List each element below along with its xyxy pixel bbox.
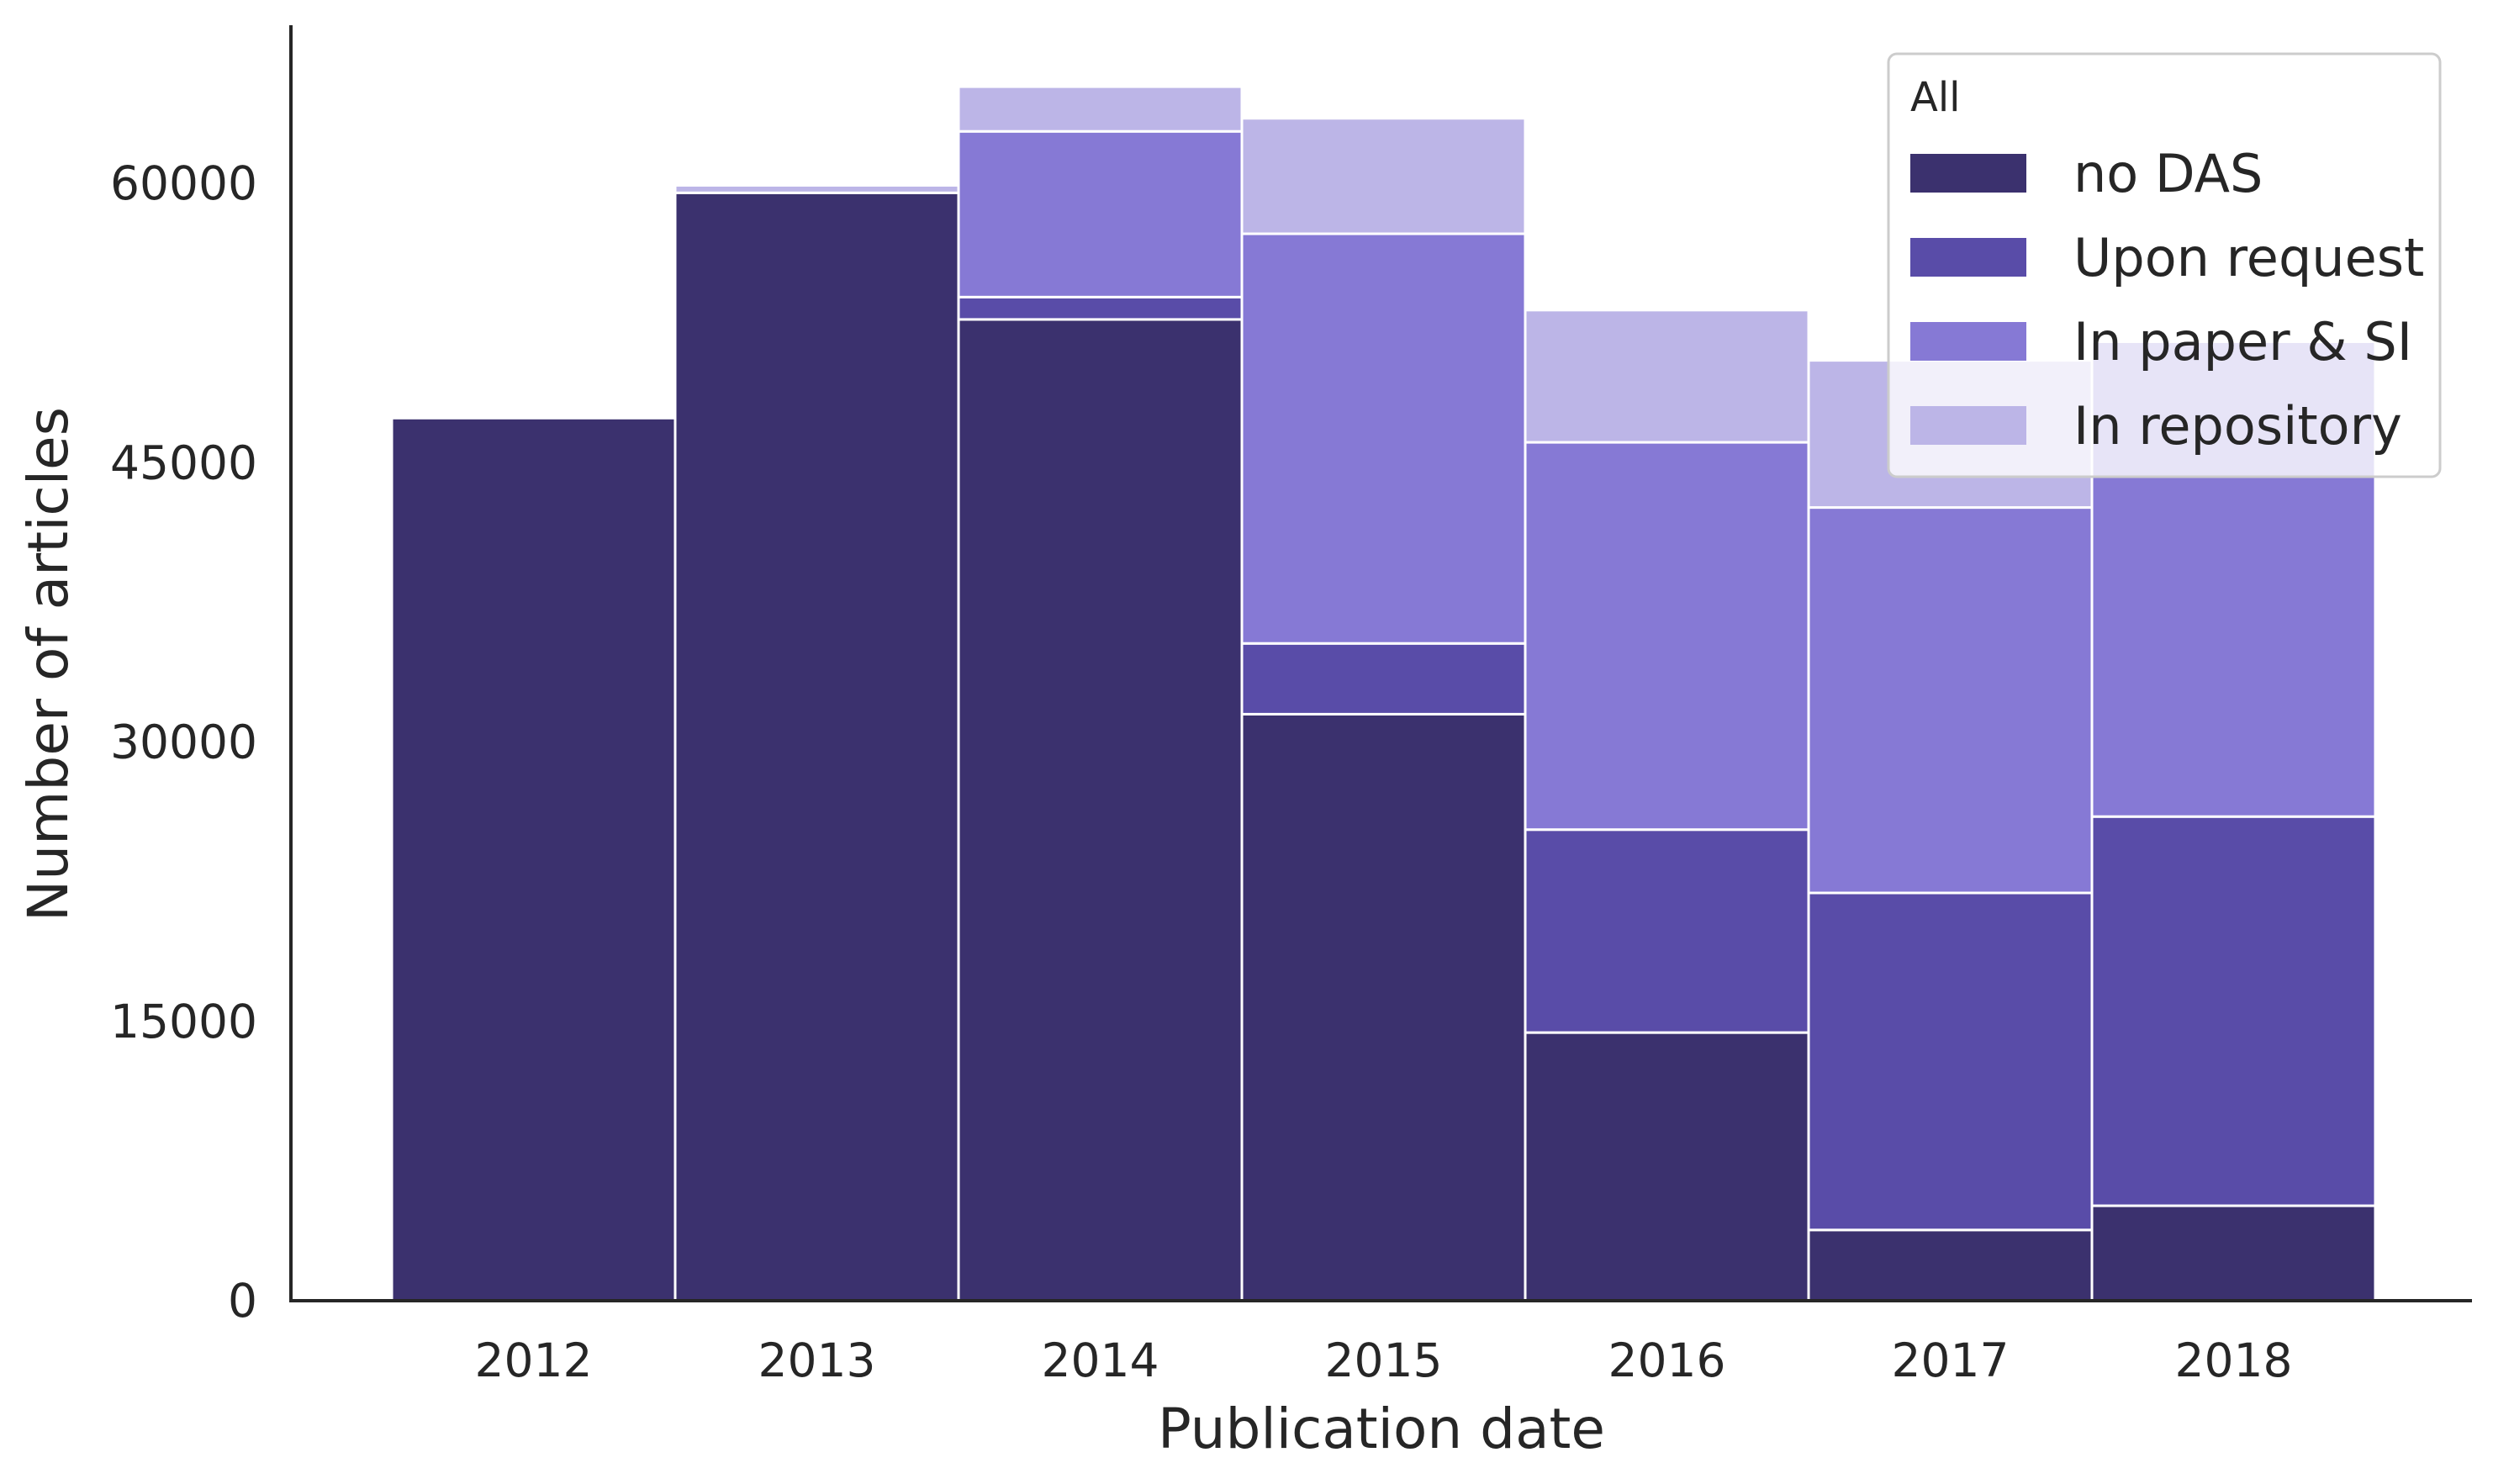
bar-2013-no-das bbox=[673, 191, 960, 1302]
x-tick-labels: 2012 2013 2014 2015 2016 2017 2018 bbox=[475, 1333, 2293, 1387]
y-tick-label: 30000 bbox=[110, 716, 257, 769]
x-tick-label: 2014 bbox=[1042, 1333, 1159, 1387]
bar-2015-in-paper-si bbox=[1240, 232, 1527, 645]
y-tick-label: 45000 bbox=[110, 436, 257, 489]
y-axis-label: Number of articles bbox=[16, 407, 81, 922]
bar-2016-no-das bbox=[1524, 1031, 1810, 1302]
bar-2017-no-das bbox=[1807, 1228, 2094, 1302]
bars-group bbox=[390, 85, 2377, 1302]
bar-2018-upon-request bbox=[2090, 815, 2377, 1207]
legend-label: no DAS bbox=[2073, 143, 2263, 204]
legend: All no DAS Upon request In paper & SI In re… bbox=[1887, 52, 2442, 478]
legend-swatch bbox=[1910, 322, 2026, 361]
axes-group bbox=[289, 25, 2472, 1302]
x-axis-label: Publication date bbox=[1158, 1397, 1605, 1461]
bar-2012-no-das bbox=[390, 416, 677, 1302]
bar-2016-upon-request bbox=[1524, 828, 1810, 1034]
x-tick-label: 2013 bbox=[758, 1333, 876, 1387]
bar-2018-no-das bbox=[2090, 1204, 2377, 1302]
legend-label: In repository bbox=[2073, 395, 2402, 457]
bar-2015-no-das bbox=[1240, 712, 1527, 1302]
legend-items: no DAS Upon request In paper & SI In reposi… bbox=[1910, 143, 2424, 457]
bar-2017-upon-request bbox=[1807, 891, 2094, 1232]
x-tick-label: 2015 bbox=[1325, 1333, 1443, 1387]
x-tick-label: 2016 bbox=[1608, 1333, 1726, 1387]
legend-swatch bbox=[1910, 238, 2026, 277]
legend-swatch bbox=[1910, 154, 2026, 193]
bar-2015-upon-request bbox=[1240, 642, 1527, 716]
bar-2013-in-repository bbox=[673, 183, 960, 194]
bar-2016-in-paper-si bbox=[1524, 441, 1810, 832]
legend-label: In paper & SI bbox=[2073, 311, 2412, 372]
legend-label: Upon request bbox=[2073, 227, 2424, 288]
bar-2014-no-das bbox=[957, 318, 1244, 1302]
x-tick-label: 2018 bbox=[2175, 1333, 2293, 1387]
bar-2014-in-paper-si bbox=[957, 129, 1244, 298]
y-tick-label: 0 bbox=[228, 1274, 257, 1328]
y-tick-labels: 0 15000 30000 45000 60000 bbox=[110, 156, 257, 1328]
y-tick-label: 60000 bbox=[110, 156, 257, 210]
bar-2016-in-repository bbox=[1524, 309, 1810, 444]
legend-title: All bbox=[1910, 74, 1961, 121]
bar-2014-upon-request bbox=[957, 295, 1244, 321]
bar-2014-in-repository bbox=[957, 85, 1244, 133]
x-tick-label: 2017 bbox=[1892, 1333, 2010, 1387]
bar-2017-in-paper-si bbox=[1807, 506, 2094, 895]
y-tick-label: 15000 bbox=[110, 995, 257, 1048]
x-tick-label: 2012 bbox=[475, 1333, 593, 1387]
legend-swatch bbox=[1910, 406, 2026, 445]
bar-2015-in-repository bbox=[1240, 117, 1527, 235]
